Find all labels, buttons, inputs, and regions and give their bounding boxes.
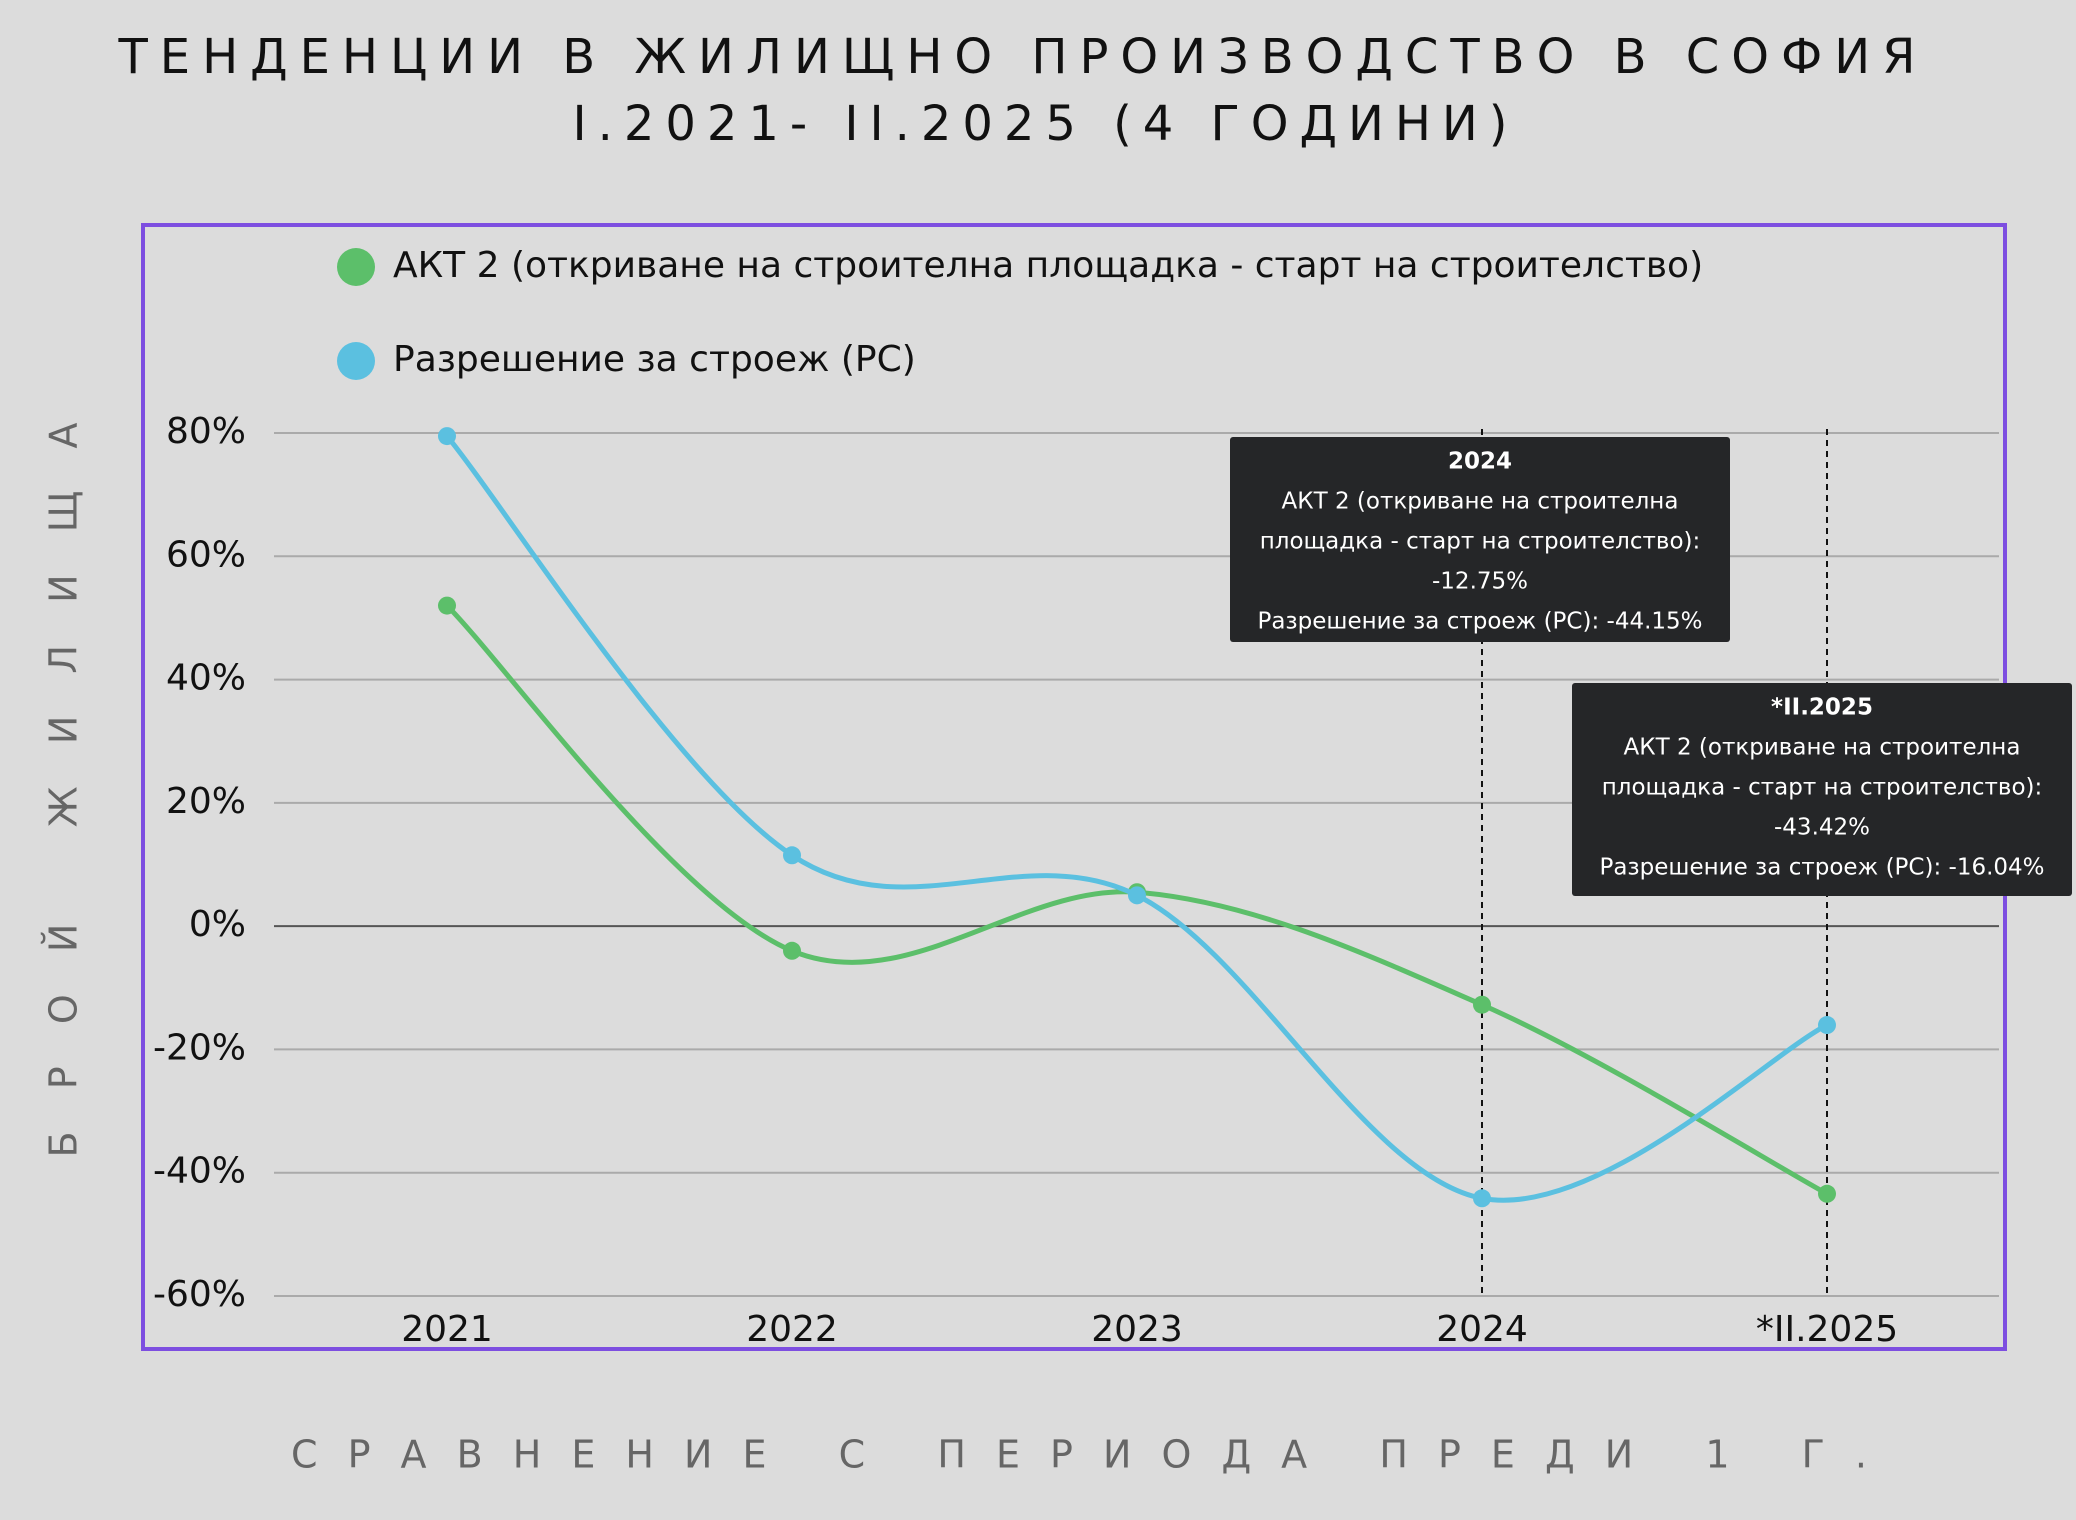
legend-label: АКТ 2 (откриване на строителна площадка …	[393, 245, 1703, 286]
legend-marker	[337, 248, 375, 286]
tooltip-box	[1572, 683, 2072, 896]
y-tick-label: 60%	[166, 534, 246, 575]
y-tick-label: 0%	[189, 904, 246, 945]
y-tick-label: -60%	[153, 1274, 246, 1315]
x-tick-label: *II.2025	[1756, 1309, 1898, 1350]
data-point	[438, 427, 456, 446]
series-line	[445, 603, 1829, 1196]
tooltip-title: *II.2025	[1771, 695, 1873, 721]
legend-label: Разрешение за строеж (РС)	[393, 339, 916, 380]
tooltip-line: АКТ 2 (откриване на строителна	[1282, 489, 1679, 515]
y-tick-label: 20%	[166, 781, 246, 822]
data-point	[1128, 886, 1146, 905]
tooltip-line: -43.42%	[1774, 815, 1870, 841]
tooltip: *II.2025 АКТ 2 (откриване на строителна пл…	[1572, 683, 2072, 896]
y-tick-label: 40%	[166, 658, 246, 699]
x-tick-label: 2023	[1091, 1309, 1183, 1350]
y-tick-label: 80%	[166, 411, 246, 452]
data-point	[1473, 1189, 1491, 1208]
tooltip-line: площадка - старт на строителство):	[1602, 775, 2043, 801]
tooltip-line: АКТ 2 (откриване на строителна	[1624, 735, 2021, 761]
x-tick-label: 2021	[401, 1309, 493, 1350]
tooltip-line: площадка - старт на строителство):	[1260, 529, 1701, 555]
tooltip-line: -12.75%	[1432, 569, 1528, 595]
tooltip-line: Разрешение за строеж (РС): -44.15%	[1257, 609, 1702, 635]
x-tick-label: 2022	[746, 1309, 838, 1350]
data-point	[1473, 995, 1491, 1014]
data-point	[783, 941, 801, 960]
x-tick-label: 2024	[1436, 1309, 1528, 1350]
data-point	[783, 846, 801, 865]
legend-marker	[337, 342, 375, 380]
data-point	[438, 596, 456, 615]
data-point	[1818, 1184, 1836, 1203]
chart-title: ТЕНДЕНЦИИ В ЖИЛИЩНО ПРОИЗВОДСТВО В СОФИЯ	[117, 29, 1915, 85]
y-tick-label: -20%	[153, 1027, 246, 1068]
tooltip-title: 2024	[1448, 449, 1512, 475]
tooltip-line: Разрешение за строеж (РС): -16.04%	[1599, 855, 2044, 881]
y-tick-label: -40%	[153, 1151, 246, 1192]
tooltip: 2024 АКТ 2 (откриване на строителна площад…	[1230, 437, 1730, 642]
tooltip-box	[1230, 437, 1730, 642]
data-point	[1818, 1016, 1836, 1035]
